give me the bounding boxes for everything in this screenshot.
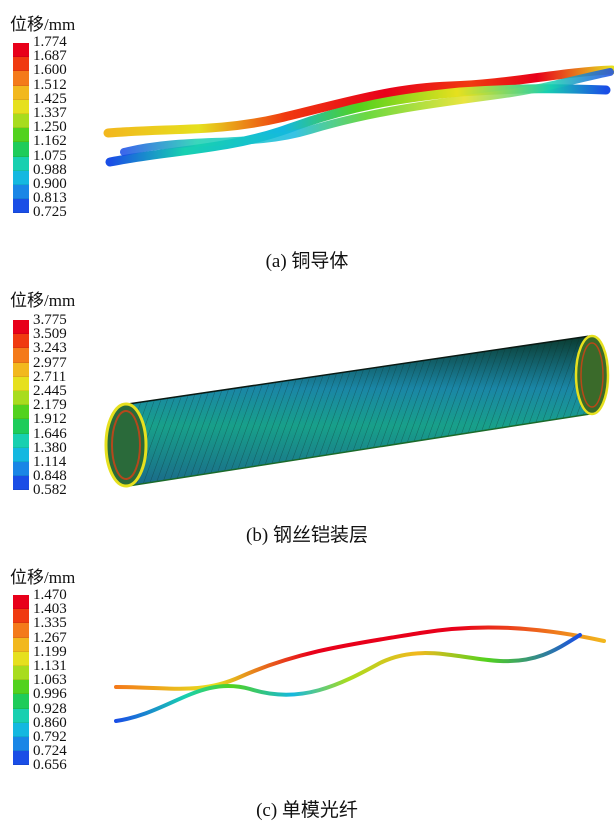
legend-value: 1.267 [33, 629, 67, 646]
legend-swatch [13, 142, 29, 157]
legend-value: 1.114 [33, 454, 67, 470]
fiber-lower [114, 633, 582, 723]
legend-value: 1.063 [33, 672, 67, 689]
legend-value: 1.131 [33, 658, 67, 674]
panel-single-mode-fiber: 位移/mm 1.470 1.403 1.335 1.267 1.199 1.131 1.06… [0, 555, 614, 825]
legend-swatch [13, 751, 29, 766]
legend-value: 1.600 [33, 62, 67, 79]
legend-swatch [13, 433, 29, 448]
legend-value: 1.425 [33, 90, 67, 107]
legend-swatch [13, 320, 29, 335]
legend-value: 0.928 [33, 700, 67, 717]
panel-steel-armor: 位移/mm 3.775 3.509 3.243 2.977 2.711 2.445 2.17… [0, 280, 614, 550]
legend-swatch [13, 680, 29, 695]
legend-value: 1.380 [33, 439, 67, 456]
legend-value: 1.912 [33, 411, 67, 428]
legend-swatch [13, 609, 29, 624]
caption: (a) 铜导体 [265, 251, 349, 272]
legend-swatch [13, 390, 29, 406]
legend-value: 1.470 [33, 587, 67, 603]
legend-swatch [13, 376, 29, 391]
caption: (b) 钢丝铠装层 [246, 525, 368, 546]
legend-swatch [13, 362, 29, 377]
legend-value: 1.403 [33, 601, 67, 618]
legend-color-bar [13, 320, 29, 491]
legend-swatch [13, 128, 29, 143]
legend-value: 1.075 [33, 147, 67, 164]
legend-value: 0.656 [33, 757, 67, 774]
legend-swatch [13, 447, 29, 462]
legend-value: 0.988 [33, 161, 67, 178]
copper-conductor-render [103, 65, 614, 167]
legend-swatch [13, 595, 29, 610]
legend-value: 1.162 [33, 133, 67, 150]
caption: (c) 单模光纤 [256, 800, 358, 821]
legend-swatch [13, 43, 29, 58]
legend-value: 1.335 [33, 615, 67, 632]
legend-swatch [13, 665, 29, 681]
legend-value: 1.199 [33, 643, 67, 660]
legend-value: 0.724 [33, 743, 67, 760]
legend-swatch [13, 651, 29, 666]
legend-title: 位移/mm [10, 291, 76, 310]
legend-swatch [13, 694, 29, 709]
legend-swatch [13, 348, 29, 363]
legend-title: 位移/mm [10, 568, 76, 587]
legend-swatch [13, 476, 29, 491]
panel-copper-conductor: 位移/mm 1.774 1.687 1.600 1.512 1.425 1.337 1.25… [0, 0, 614, 280]
legend-value: 2.445 [33, 383, 67, 399]
strand-upper [103, 65, 614, 138]
legend-title: 位移/mm [10, 15, 76, 34]
legend-value: 3.243 [33, 340, 67, 357]
legend-swatch [13, 334, 29, 349]
legend-swatch [13, 637, 29, 652]
single-mode-fiber-render [114, 625, 606, 723]
legend-value: 0.848 [33, 468, 67, 485]
legend-swatch [13, 71, 29, 86]
legend-value: 2.179 [33, 397, 67, 414]
armor-end-left [104, 402, 148, 488]
legend-swatch [13, 461, 29, 477]
legend-value: 2.977 [33, 354, 67, 371]
legend-value: 2.711 [33, 368, 67, 385]
legend-swatch [13, 419, 29, 434]
legend-swatch [13, 184, 29, 200]
legend-swatch [13, 85, 29, 100]
legend-value: 1.250 [33, 119, 67, 136]
legend-swatch [13, 99, 29, 114]
legend-value: 1.774 [33, 34, 67, 50]
legend-swatch [13, 156, 29, 171]
legend-swatch [13, 57, 29, 72]
legend-value: 0.725 [33, 204, 67, 221]
legend-swatch [13, 736, 29, 752]
legend-swatch [13, 623, 29, 638]
legend-value: 1.512 [33, 76, 67, 93]
legend-swatch [13, 708, 29, 723]
legend-value: 1.687 [33, 48, 67, 65]
legend-swatch [13, 405, 29, 420]
legend-value: 3.775 [33, 312, 67, 328]
fiber-upper [114, 625, 606, 691]
legend-color-bar [13, 595, 29, 766]
legend-value: 3.509 [33, 326, 67, 343]
legend-swatch [13, 113, 29, 129]
legend-value: 0.813 [33, 190, 67, 207]
strand-middle [120, 68, 614, 156]
legend-swatch [13, 199, 29, 214]
legend-value: 0.792 [33, 729, 67, 745]
legend-color-bar [13, 43, 29, 214]
legend-value: 0.900 [33, 176, 67, 192]
legend-swatch [13, 170, 29, 185]
legend-value: 1.337 [33, 105, 67, 121]
legend-swatch [13, 722, 29, 737]
legend-value: 0.996 [33, 686, 67, 703]
legend-value: 1.646 [33, 425, 67, 442]
legend-value: 0.582 [33, 482, 67, 499]
legend-value: 0.860 [33, 714, 67, 731]
steel-armor-render [104, 334, 610, 488]
